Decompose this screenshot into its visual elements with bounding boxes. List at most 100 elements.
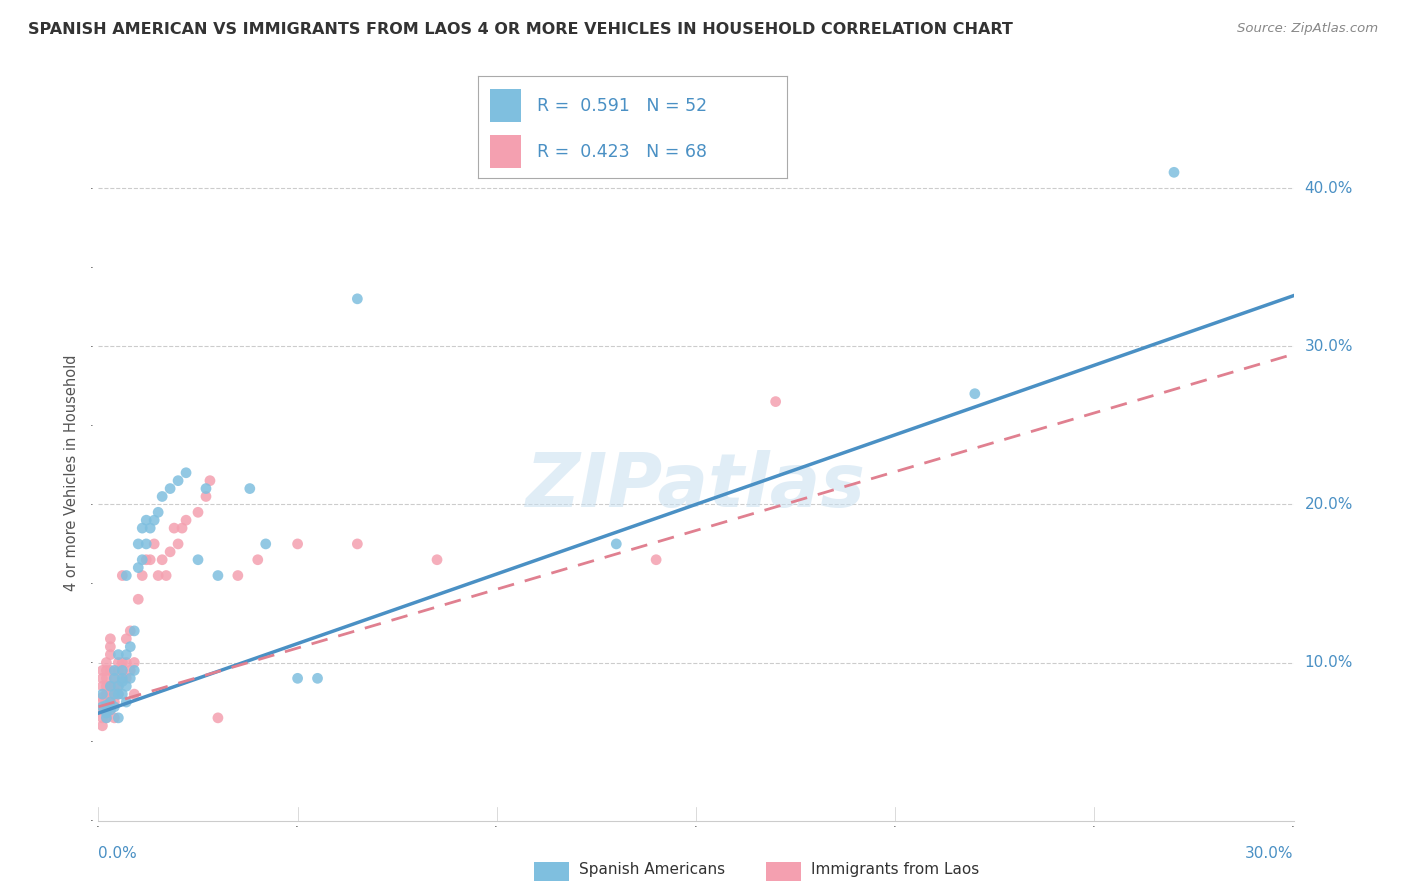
- Point: [91, 671, 114, 685]
- Point: [124, 687, 146, 701]
- Y-axis label: 4 or more Vehicles in Household: 4 or more Vehicles in Household: [65, 354, 79, 591]
- Point: [172, 521, 194, 535]
- Point: [111, 664, 134, 678]
- Point: [198, 474, 221, 488]
- Point: [287, 671, 309, 685]
- Text: 30.0%: 30.0%: [1246, 846, 1294, 861]
- Text: 20.0%: 20.0%: [1305, 497, 1353, 512]
- Point: [131, 521, 153, 535]
- Point: [103, 711, 125, 725]
- Point: [103, 695, 125, 709]
- Point: [605, 537, 627, 551]
- FancyBboxPatch shape: [491, 136, 522, 168]
- Point: [148, 568, 170, 582]
- Point: [98, 695, 122, 709]
- Text: 10.0%: 10.0%: [1305, 655, 1353, 670]
- Point: [124, 624, 146, 638]
- Point: [174, 466, 197, 480]
- Point: [91, 679, 114, 693]
- Point: [107, 711, 129, 725]
- Point: [91, 664, 114, 678]
- Point: [194, 482, 218, 496]
- Point: [127, 537, 149, 551]
- Point: [124, 664, 146, 678]
- Text: R =  0.423   N = 68: R = 0.423 N = 68: [537, 143, 707, 161]
- Point: [111, 674, 134, 689]
- Point: [645, 552, 668, 567]
- Point: [115, 695, 138, 709]
- Point: [103, 687, 125, 701]
- Point: [91, 695, 114, 709]
- Point: [246, 552, 269, 567]
- Point: [120, 671, 142, 685]
- Point: [103, 671, 125, 685]
- Point: [187, 552, 209, 567]
- Point: [287, 537, 309, 551]
- Point: [187, 505, 209, 519]
- Point: [98, 664, 122, 678]
- Point: [207, 568, 229, 582]
- Point: [174, 513, 197, 527]
- Point: [91, 719, 114, 733]
- Point: [135, 513, 157, 527]
- Point: [96, 695, 118, 709]
- Point: [103, 679, 125, 693]
- Point: [159, 482, 181, 496]
- Text: 30.0%: 30.0%: [1305, 339, 1353, 354]
- Point: [135, 537, 157, 551]
- Point: [91, 703, 114, 717]
- Point: [96, 679, 118, 693]
- Point: [131, 568, 153, 582]
- Point: [226, 568, 249, 582]
- Point: [346, 537, 368, 551]
- Point: [103, 664, 125, 678]
- Point: [96, 711, 118, 725]
- Point: [111, 656, 134, 670]
- Point: [124, 656, 146, 670]
- Point: [159, 545, 181, 559]
- Point: [115, 568, 138, 582]
- Point: [120, 640, 142, 654]
- Text: Source: ZipAtlas.com: Source: ZipAtlas.com: [1237, 22, 1378, 36]
- Text: SPANISH AMERICAN VS IMMIGRANTS FROM LAOS 4 OR MORE VEHICLES IN HOUSEHOLD CORRELA: SPANISH AMERICAN VS IMMIGRANTS FROM LAOS…: [28, 22, 1012, 37]
- Point: [194, 490, 218, 504]
- Point: [207, 711, 229, 725]
- Point: [111, 671, 134, 685]
- Point: [98, 632, 122, 646]
- Point: [96, 671, 118, 685]
- Point: [98, 679, 122, 693]
- Point: [98, 703, 122, 717]
- Point: [91, 690, 114, 705]
- Point: [155, 568, 177, 582]
- Point: [103, 671, 125, 685]
- Point: [103, 699, 125, 714]
- Text: R =  0.591   N = 52: R = 0.591 N = 52: [537, 96, 707, 114]
- Point: [143, 513, 166, 527]
- Point: [98, 687, 122, 701]
- Point: [1163, 165, 1185, 179]
- Point: [963, 386, 986, 401]
- Point: [150, 552, 173, 567]
- Point: [98, 640, 122, 654]
- Point: [139, 521, 162, 535]
- Point: [131, 552, 153, 567]
- Point: [96, 711, 118, 725]
- Point: [307, 671, 329, 685]
- Point: [96, 706, 118, 720]
- FancyBboxPatch shape: [491, 89, 522, 122]
- Point: [107, 687, 129, 701]
- Point: [98, 703, 122, 717]
- Point: [254, 537, 277, 551]
- Point: [107, 679, 129, 693]
- Point: [111, 687, 134, 701]
- Point: [107, 687, 129, 701]
- Point: [120, 624, 142, 638]
- Point: [115, 632, 138, 646]
- Point: [107, 648, 129, 662]
- Point: [115, 656, 138, 670]
- Point: [111, 671, 134, 685]
- Point: [346, 292, 368, 306]
- Text: Immigrants from Laos: Immigrants from Laos: [811, 863, 980, 877]
- Point: [91, 699, 114, 714]
- Text: 0.0%: 0.0%: [98, 846, 138, 861]
